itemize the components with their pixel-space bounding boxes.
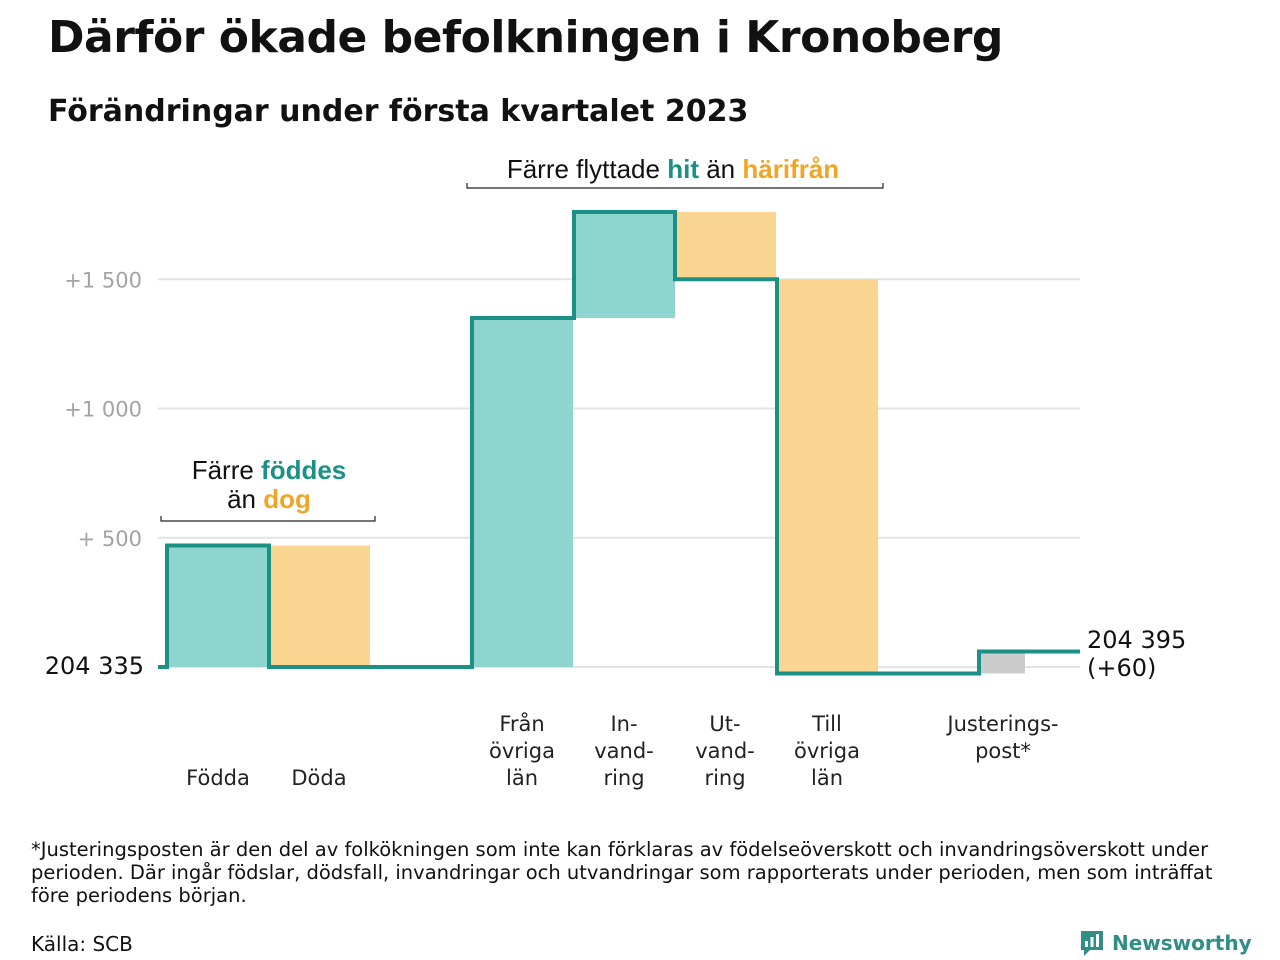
migration-bracket [466,183,884,189]
brand-logo: Newsworthy [1078,926,1252,960]
category-label: ring [603,766,644,790]
footnote: *Justeringsposten är den del av folkökni… [31,838,1213,907]
bars [167,212,1025,674]
y-tick-label: +1 000 [64,398,142,422]
y-tick-label: +1 500 [64,268,142,292]
bar-döda [269,545,370,667]
end-label: 204 395 (+60) [1087,626,1186,682]
category-label: Justerings- [945,712,1058,736]
step-line [158,210,1080,676]
category-label: län [506,766,538,790]
annotations: Färre föddes än dog Färre flyttade hit ä… [160,154,884,522]
bar-chart-bubble-icon [1081,931,1103,956]
bar-invandring [574,212,675,319]
category-label: övriga [794,739,860,763]
migration-annotation-line1: Färre flyttade hit än härifrån [507,154,839,184]
birth-death-bracket [160,516,376,522]
birth-death-annotation-line2: än dog [227,484,311,514]
category-label: län [811,766,843,790]
birth-death-annotation-line1: Färre föddes [192,455,347,485]
category-label: Från [499,711,544,736]
category-label: övriga [489,739,555,763]
chart-subtitle: Förändringar under första kvartalet 2023 [48,94,749,129]
category-labels: Födda Döda Från övriga län In-vand-ring Ut-van… [186,711,1058,790]
category-label: post* [975,739,1031,763]
waterfall-chart: + 500 +1 000 +1 500 Födda Döda Från övriga län… [45,154,1187,790]
end-value-label: 204 395 [1087,626,1186,654]
category-label: Födda [186,766,250,790]
category-label: In- [610,712,637,736]
source-label: Källa: SCB [31,932,133,956]
end-change-label: (+60) [1087,654,1156,682]
y-tick-label: + 500 [78,527,142,551]
category-label: vand- [695,739,755,763]
bar-till-övriga-län [777,279,878,674]
start-label: 204 335 [45,652,144,680]
category-label: vand- [594,739,654,763]
category-label: Ut- [709,712,740,736]
start-value-label: 204 335 [45,652,144,680]
bar-födda [167,545,268,667]
cumulative-step-line [158,210,1080,676]
category-label: Döda [291,766,346,790]
bar-från-övriga-län [472,318,573,667]
category-label: Till [811,712,842,736]
brand-name: Newsworthy [1112,931,1252,955]
category-label: ring [704,766,745,790]
bar-utvandring [675,212,776,280]
chart-title: Därför ökade befolkningen i Kronoberg [48,12,1003,63]
bar-justeringspost [979,651,1025,674]
